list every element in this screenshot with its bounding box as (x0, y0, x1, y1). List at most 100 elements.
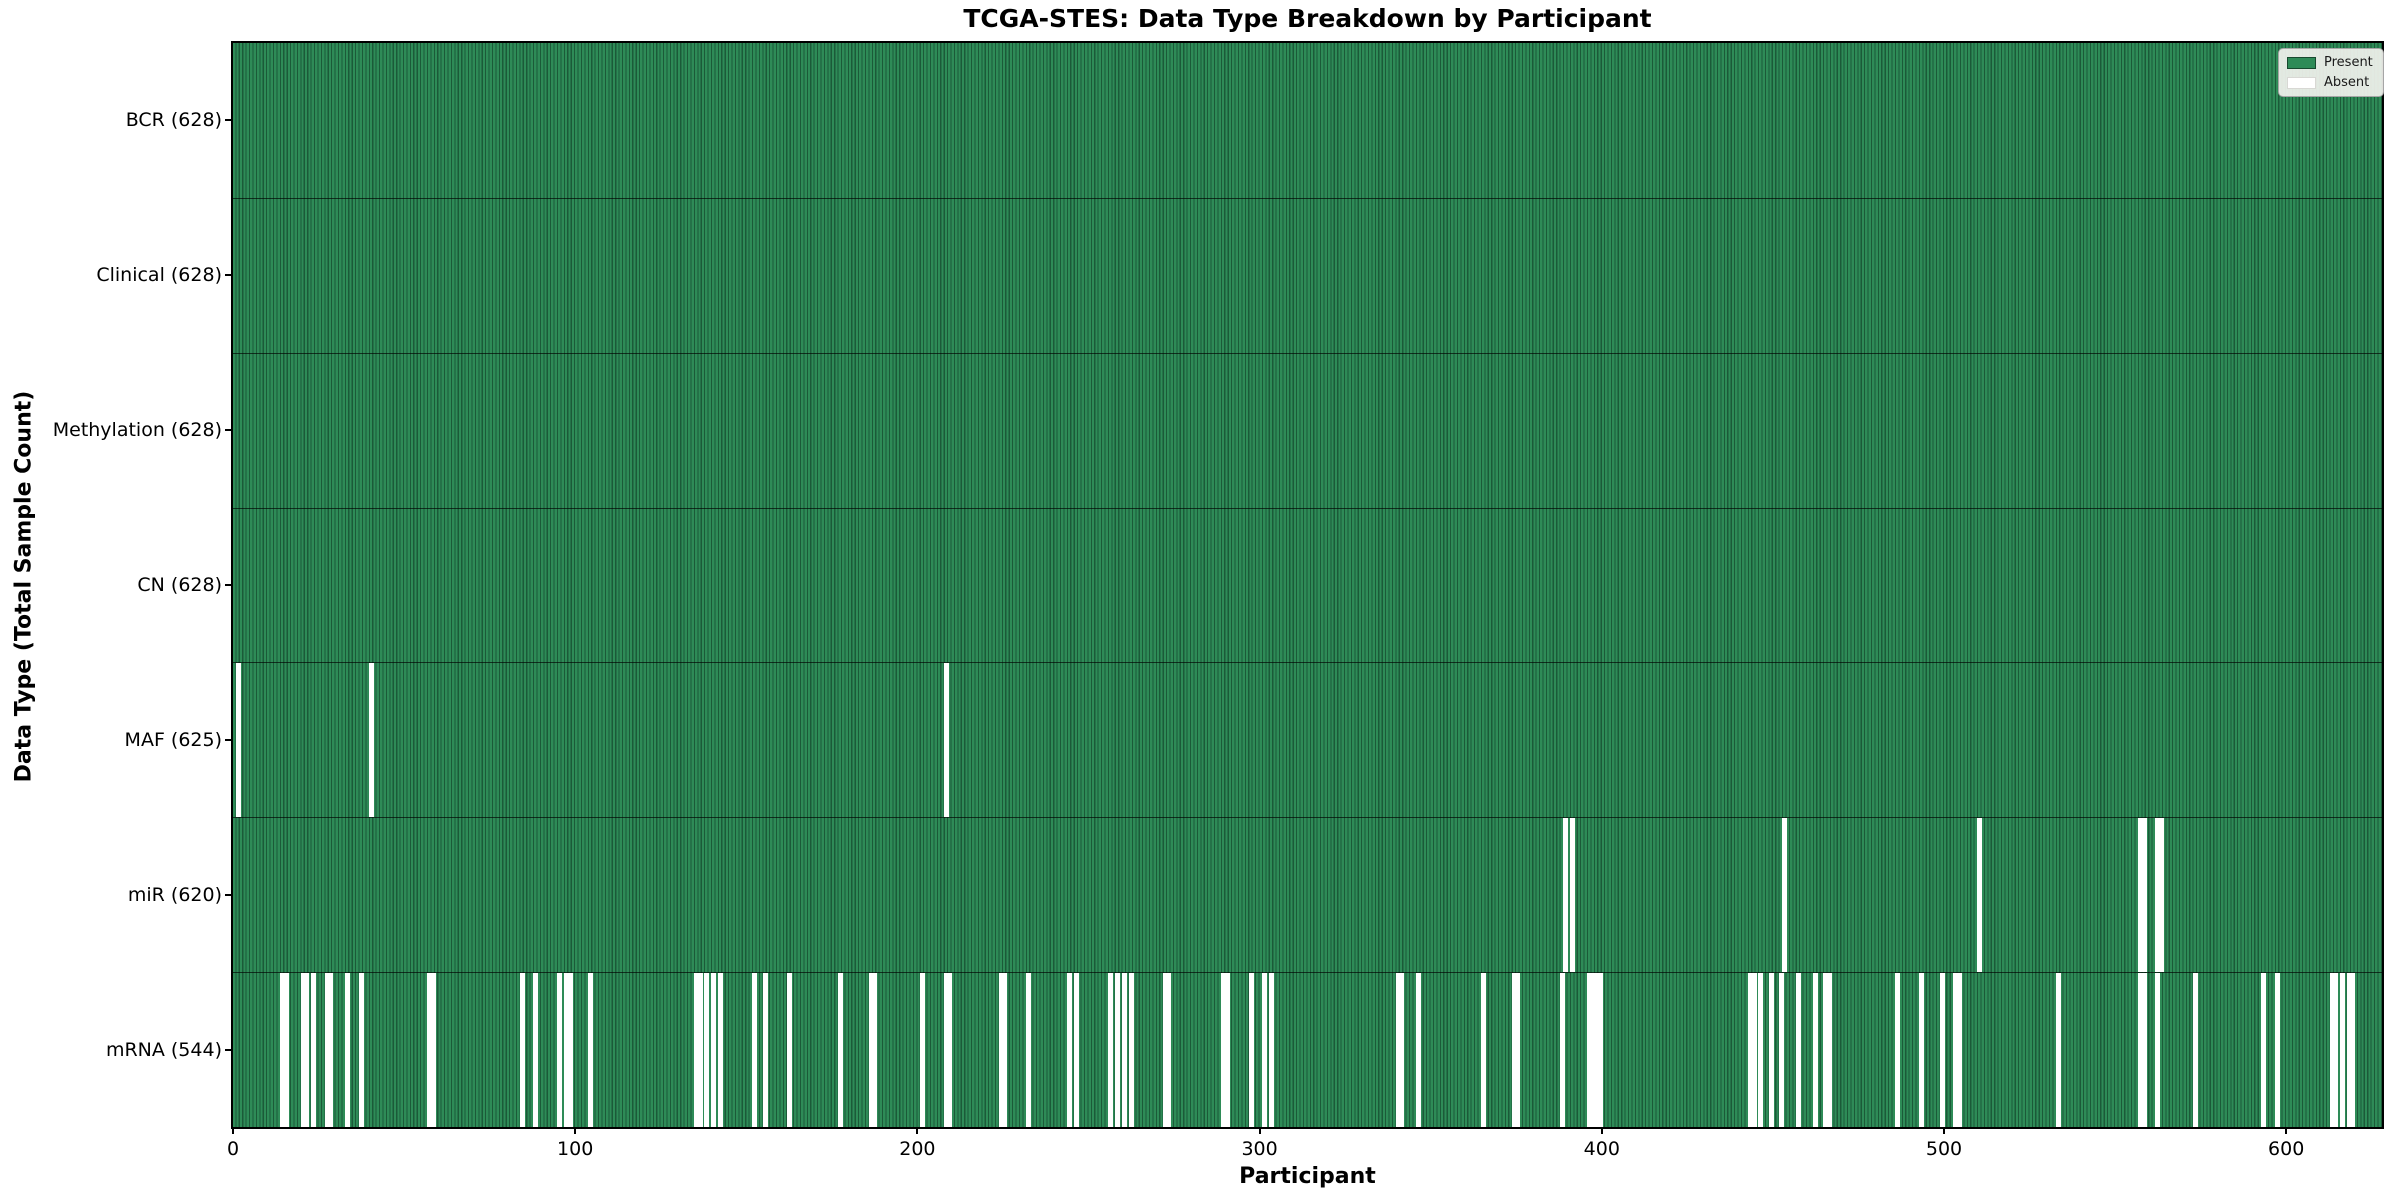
absent-bar (1395, 973, 1401, 1127)
absent-bar (718, 973, 724, 1127)
xtick-mark (2285, 1127, 2288, 1134)
absent-bar (533, 973, 539, 1127)
xtick-mark (1600, 1127, 1603, 1134)
absent-bar (786, 973, 792, 1127)
ytick-label-mRNA: mRNA (544) (105, 1038, 222, 1061)
absent-bar (1563, 818, 1569, 972)
absent-bar (1262, 973, 1268, 1127)
absent-bar (868, 973, 874, 1127)
ytick-label-BCR: BCR (628) (125, 109, 222, 132)
absent-bar (519, 973, 525, 1127)
xtick-label-0: 0 (226, 1138, 240, 1160)
ytick-mark (225, 584, 232, 586)
absent-bar (1587, 973, 1593, 1127)
ytick-label-Methylation: Methylation (628) (52, 419, 222, 442)
row-BCR (233, 43, 2382, 198)
absent-bar (304, 973, 310, 1127)
absent-bar (998, 973, 1004, 1127)
absent-bar (1074, 973, 1080, 1127)
absent-bar (2333, 973, 2339, 1127)
absent-bar (2138, 818, 2144, 972)
xtick-label-400: 400 (1583, 1138, 1620, 1160)
absent-bar (280, 973, 286, 1127)
absent-bar (1026, 973, 1032, 1127)
absent-bar (1108, 973, 1114, 1127)
absent-bar (920, 973, 926, 1127)
absent-bar (762, 973, 768, 1127)
absent-bar (567, 973, 573, 1127)
absent-bar (1515, 973, 1521, 1127)
absent-bar (704, 973, 710, 1127)
x-axis-label: Participant (1239, 1164, 1376, 1189)
legend-label-absent: Absent (2324, 75, 2370, 90)
absent-bar (711, 973, 717, 1127)
absent-bar (947, 973, 953, 1127)
absent-bar (1977, 818, 1983, 972)
absent-bar (1768, 973, 1774, 1127)
absent-bar (1597, 973, 1603, 1127)
absent-bar (328, 973, 334, 1127)
absent-bar (1939, 973, 1945, 1127)
absent-bar (1224, 973, 1230, 1127)
absent-bar (564, 973, 570, 1127)
absent-bar (1416, 973, 1422, 1127)
xtick-mark (1258, 1127, 1261, 1134)
legend-entry-present: Present (2287, 55, 2373, 70)
absent-bar (2155, 973, 2161, 1127)
absent-bar (1115, 973, 1121, 1127)
absent-bar (1481, 973, 1487, 1127)
absent-bar (752, 973, 758, 1127)
row-miR (233, 817, 2382, 972)
ytick-mark (225, 429, 232, 432)
absent-bar (2056, 973, 2062, 1127)
absent-bar (2155, 818, 2161, 972)
legend-label-present: Present (2324, 55, 2373, 70)
xtick-label-300: 300 (1241, 1138, 1278, 1160)
absent-bar (345, 973, 351, 1127)
absent-bar (943, 973, 949, 1127)
absent-bar (1778, 973, 1784, 1127)
absent-bar (943, 663, 949, 817)
legend-swatch-absent (2287, 76, 2316, 89)
ytick-label-MAF: MAF (625) (124, 728, 222, 751)
absent-bar (324, 973, 330, 1127)
ytick-label-Clinical: Clinical (628) (96, 264, 222, 287)
absent-bar (2141, 818, 2147, 972)
legend-swatch-present (2287, 56, 2316, 69)
absent-bar (1512, 973, 1518, 1127)
ytick-mark (225, 738, 232, 741)
xtick-mark (916, 1127, 919, 1134)
absent-bar (2329, 973, 2335, 1127)
absent-bar (1269, 973, 1275, 1127)
absent-bar (1399, 973, 1405, 1127)
xtick-label-100: 100 (557, 1138, 594, 1160)
absent-bar (2340, 973, 2346, 1127)
absent-bar (1166, 973, 1172, 1127)
ytick-mark (225, 274, 232, 277)
absent-bar (1121, 973, 1127, 1127)
absent-bar (1919, 973, 1925, 1127)
xtick-mark (574, 1127, 577, 1134)
ytick-mark (225, 119, 232, 122)
absent-bar (588, 973, 594, 1127)
absent-bar (1796, 973, 1802, 1127)
row-MAF (233, 662, 2382, 817)
absent-bar (427, 973, 433, 1127)
absent-bar (300, 973, 306, 1127)
absent-bar (283, 973, 289, 1127)
absent-bar (2275, 973, 2281, 1127)
absent-bar (369, 663, 375, 817)
absent-bar (310, 973, 316, 1127)
row-Clinical (233, 198, 2382, 353)
legend-entry-absent: Absent (2287, 75, 2373, 90)
absent-bar (1128, 973, 1134, 1127)
xtick-mark (232, 1127, 234, 1134)
absent-bar (1002, 973, 1008, 1127)
absent-bar (1953, 973, 1959, 1127)
xtick-label-200: 200 (899, 1138, 936, 1160)
plot-area (231, 41, 2384, 1129)
ytick-mark (225, 1048, 232, 1051)
absent-bar (1823, 973, 1829, 1127)
absent-bar (557, 973, 563, 1127)
